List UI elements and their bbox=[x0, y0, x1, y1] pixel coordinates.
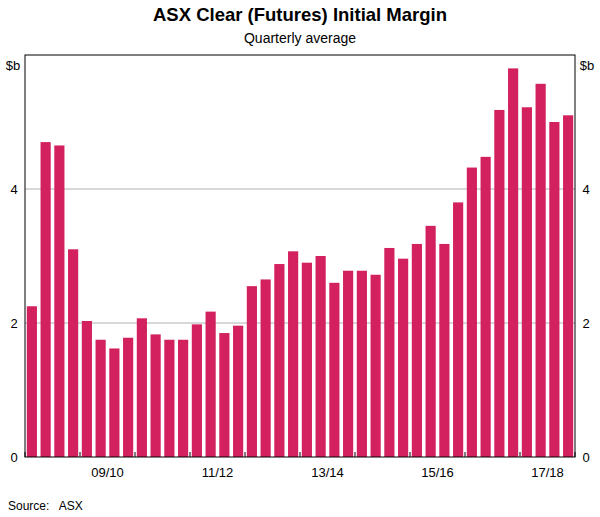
bar bbox=[453, 202, 463, 457]
subtitle: Quarterly average bbox=[244, 30, 356, 46]
x-tick bbox=[300, 452, 301, 457]
bar bbox=[68, 249, 78, 457]
bar bbox=[219, 333, 229, 457]
x-tick-label: 15/16 bbox=[421, 465, 454, 480]
bar bbox=[109, 348, 119, 457]
y-tick-label-right: 0 bbox=[582, 450, 589, 465]
bar bbox=[481, 157, 491, 457]
bar bbox=[439, 244, 449, 457]
title: ASX Clear (Futures) Initial Margin bbox=[153, 4, 447, 25]
grid-line bbox=[25, 189, 575, 190]
bar bbox=[316, 256, 326, 457]
bar bbox=[384, 248, 394, 457]
bar bbox=[54, 145, 64, 457]
bar bbox=[412, 244, 422, 457]
bar bbox=[494, 110, 504, 457]
bar bbox=[233, 326, 243, 457]
bar bbox=[467, 168, 477, 457]
grid-line bbox=[25, 323, 575, 324]
source: Source: ASX bbox=[8, 499, 83, 513]
x-tick bbox=[80, 452, 81, 457]
bar bbox=[329, 283, 339, 457]
x-tick-label: 09/10 bbox=[91, 465, 124, 480]
bar bbox=[302, 263, 312, 457]
bar bbox=[41, 142, 51, 457]
chart: ASX Clear (Futures) Initial Margin Quarte… bbox=[0, 0, 600, 517]
y-tick-label-right: 4 bbox=[582, 182, 589, 197]
y-unit-left: $b bbox=[6, 58, 20, 73]
bar bbox=[536, 84, 546, 457]
bar bbox=[288, 251, 298, 457]
bar bbox=[151, 334, 161, 457]
plot-frame bbox=[25, 55, 575, 457]
x-tick bbox=[245, 452, 246, 457]
bar bbox=[27, 306, 37, 457]
y-unit-right: $b bbox=[580, 58, 594, 73]
bar bbox=[371, 275, 381, 457]
bar bbox=[549, 122, 559, 457]
y-tick-label-right: 2 bbox=[582, 316, 589, 331]
bar bbox=[426, 226, 436, 457]
bar bbox=[82, 321, 92, 457]
bar bbox=[137, 318, 147, 457]
x-tick bbox=[465, 452, 466, 457]
x-tick-label: 17/18 bbox=[531, 465, 564, 480]
x-tick bbox=[135, 452, 136, 457]
bar bbox=[178, 340, 188, 457]
x-tick bbox=[190, 452, 191, 457]
bar bbox=[123, 338, 133, 457]
x-tick bbox=[355, 452, 356, 457]
bar bbox=[164, 340, 174, 457]
x-tick-label: 13/14 bbox=[311, 465, 344, 480]
x-tick bbox=[25, 452, 26, 457]
bar bbox=[343, 271, 353, 457]
bar bbox=[357, 271, 367, 457]
bar bbox=[192, 324, 202, 457]
x-tick bbox=[575, 452, 576, 457]
bar bbox=[274, 264, 284, 457]
bar bbox=[206, 312, 216, 457]
y-tick-label-left: 2 bbox=[10, 316, 17, 331]
y-tick-label-left: 0 bbox=[10, 450, 17, 465]
bar bbox=[261, 279, 271, 457]
bar bbox=[398, 259, 408, 457]
x-tick bbox=[410, 452, 411, 457]
x-tick-label: 11/12 bbox=[202, 465, 234, 480]
bar bbox=[247, 286, 257, 457]
bar bbox=[508, 68, 518, 457]
bar bbox=[563, 115, 573, 457]
bar bbox=[522, 107, 532, 457]
y-tick-label-left: 4 bbox=[10, 182, 17, 197]
bars bbox=[27, 68, 573, 457]
bar bbox=[96, 340, 106, 457]
x-tick bbox=[520, 452, 521, 457]
